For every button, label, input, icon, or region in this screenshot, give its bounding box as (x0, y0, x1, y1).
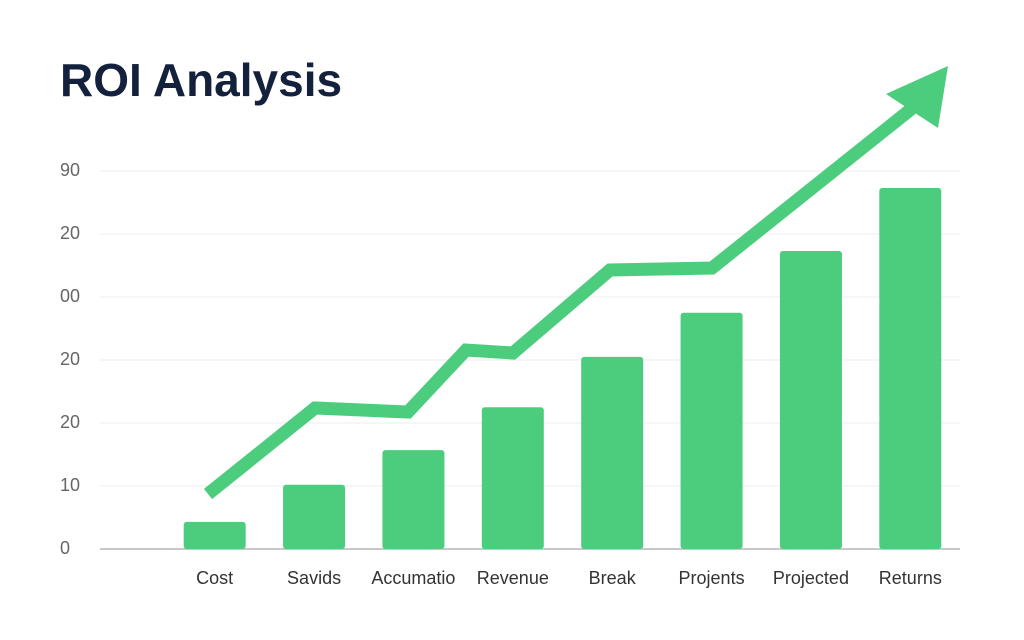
x-tick-label: Revenue (477, 568, 549, 588)
bar (382, 450, 445, 549)
bar (183, 521, 246, 549)
y-tick-label: 90 (60, 160, 80, 180)
trend-arrow (203, 100, 920, 500)
y-tick-label: 20 (60, 223, 80, 243)
bar (283, 484, 346, 549)
x-tick-label: Cost (196, 568, 233, 588)
x-tick-label: Projents (679, 568, 745, 588)
bar (581, 356, 644, 549)
arrow-head (886, 66, 948, 128)
y-tick-label: 20 (60, 412, 80, 432)
chart-title: ROI Analysis (60, 54, 342, 106)
bar (879, 188, 942, 549)
x-tick-label: Break (589, 568, 637, 588)
y-tick-label: 00 (60, 286, 80, 306)
y-tick-label: 20 (60, 349, 80, 369)
y-tick-label: 10 (60, 475, 80, 495)
bar (481, 407, 544, 549)
x-tick-label: Savids (287, 568, 341, 588)
x-tick-label: Projected (773, 568, 849, 588)
x-tick-label: Accumatio (371, 568, 455, 588)
bar (680, 312, 743, 549)
bar (779, 251, 842, 549)
x-tick-label: Returns (879, 568, 942, 588)
y-tick-label: 0 (60, 538, 70, 558)
